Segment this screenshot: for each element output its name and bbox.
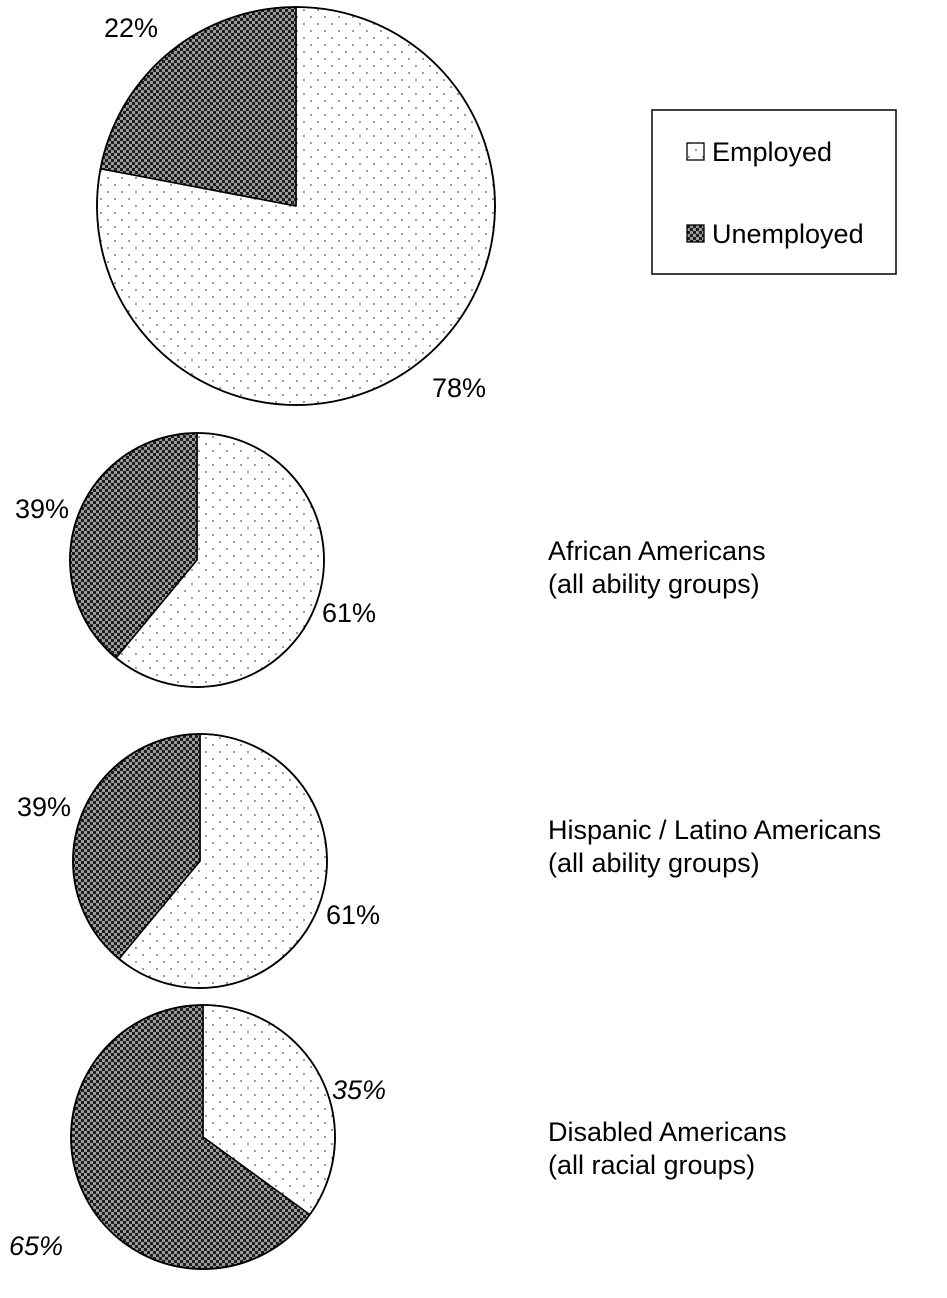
pie-1-group-label-line-2: (all ability groups) xyxy=(548,569,760,599)
pie-3-label-unemployed: 65% xyxy=(9,1231,63,1261)
legend-swatch-unemployed xyxy=(686,224,705,243)
pie-2-label-employed: 61% xyxy=(326,900,380,930)
legend-swatch-employed xyxy=(686,142,705,161)
legend-box xyxy=(651,109,897,275)
pie-2-label-unemployed: 39% xyxy=(17,792,71,822)
legend-label-employed: Employed xyxy=(712,137,832,167)
pie-3-group-label-line-2: (all racial groups) xyxy=(548,1150,755,1180)
pie-3-label-employed: 35% xyxy=(332,1075,386,1105)
pie-1-label-employed: 61% xyxy=(322,598,376,628)
pie-chart-african-americans: 61% 39% African Americans (all ability g… xyxy=(15,432,766,688)
pie-3-group-label-line-1: Disabled Americans xyxy=(548,1117,787,1147)
pie-2-group-label-line-1: Hispanic / Latino Americans xyxy=(548,815,881,845)
pie-1-label-unemployed: 39% xyxy=(15,494,69,524)
pie-1-group-label-line-1: African Americans xyxy=(548,536,766,566)
pie-2-group-label-line-2: (all ability groups) xyxy=(548,848,760,878)
pie-1-outline xyxy=(69,432,325,688)
pie-chart-overall: 78% 22% xyxy=(96,6,496,406)
pie-chart-hispanic-latino-americans: 61% 39% Hispanic / Latino Americans (all… xyxy=(17,733,881,989)
pie-chart-disabled-americans: 35% 65% Disabled Americans (all racial g… xyxy=(9,1004,787,1270)
legend: Employed Unemployed xyxy=(651,109,897,275)
pie-2-outline xyxy=(72,733,328,989)
legend-label-unemployed: Unemployed xyxy=(712,219,864,249)
pie-0-outline xyxy=(96,6,496,406)
pie-0-label-employed: 78% xyxy=(432,373,486,403)
pie-3-outline xyxy=(70,1004,336,1270)
pie-0-label-unemployed: 22% xyxy=(104,13,158,43)
